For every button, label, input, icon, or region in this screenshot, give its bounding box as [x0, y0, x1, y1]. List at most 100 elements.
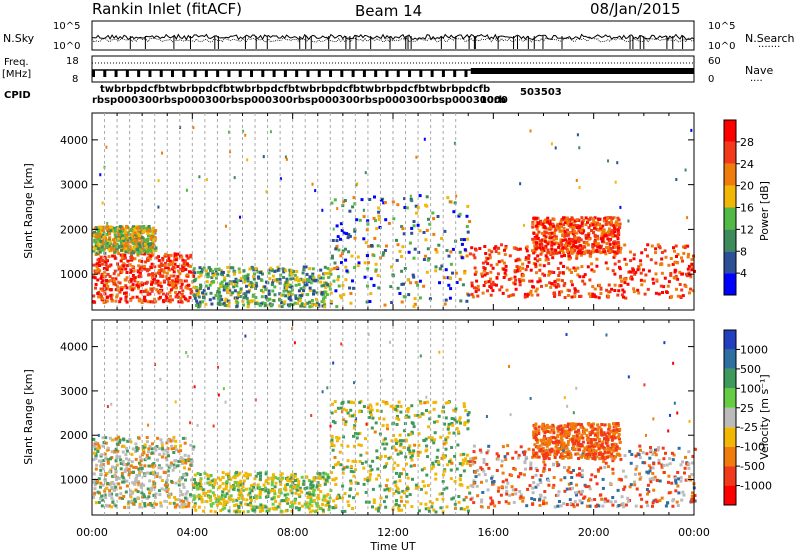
- data-cell: [528, 291, 532, 295]
- data-cell: [480, 498, 484, 502]
- data-cell: [121, 480, 125, 484]
- data-cell: [204, 292, 208, 296]
- data-cell: [560, 243, 564, 247]
- data-cell: [119, 467, 123, 471]
- data-cell: [362, 215, 366, 219]
- data-cell: [364, 171, 367, 175]
- data-cell: [553, 280, 557, 284]
- data-cell: [392, 217, 396, 221]
- data-cell: [531, 486, 535, 490]
- data-cell: [221, 471, 225, 475]
- data-cell: [631, 270, 634, 274]
- data-cell: [172, 446, 176, 450]
- data-cell: [510, 474, 513, 477]
- data-cell: [204, 269, 208, 273]
- data-cell: [582, 275, 586, 279]
- data-cell: [334, 504, 338, 508]
- data-cell: [336, 235, 340, 239]
- data-cell: [636, 288, 640, 292]
- data-cell: [210, 276, 214, 280]
- data-cell: [524, 258, 528, 262]
- data-cell: [568, 244, 572, 248]
- data-cell: [555, 461, 559, 464]
- data-cell: [466, 204, 470, 208]
- data-cell: [258, 477, 262, 481]
- data-cell: [674, 274, 678, 278]
- data-cell: [308, 286, 312, 290]
- data-cell: [246, 301, 250, 305]
- data-cell: [152, 277, 156, 281]
- data-cell: [586, 243, 590, 247]
- data-cell: [292, 269, 295, 273]
- data-cell: [321, 502, 324, 506]
- data-cell: [151, 280, 155, 284]
- data-cell: [559, 241, 563, 245]
- data-cell: [423, 439, 427, 443]
- data-cell: [272, 507, 276, 511]
- data-cell: [494, 245, 498, 249]
- freq-block: [159, 70, 163, 77]
- data-cell: [204, 491, 208, 495]
- data-cell: [634, 504, 638, 508]
- data-cell: [593, 233, 597, 237]
- data-cell: [581, 440, 585, 444]
- data-cell: [543, 490, 547, 493]
- data-cell: [667, 263, 671, 267]
- data-cell: [591, 217, 594, 221]
- data-cell: [564, 233, 568, 237]
- data-cell: [504, 264, 508, 268]
- data-cell: [349, 292, 353, 295]
- data-cell: [328, 505, 331, 509]
- data-cell: [102, 301, 106, 304]
- freq-bottom: 8: [72, 74, 78, 85]
- data-cell: [542, 502, 545, 506]
- data-cell: [489, 502, 493, 506]
- data-cell: [173, 262, 177, 266]
- data-cell: [130, 254, 133, 258]
- data-cell: [495, 283, 498, 287]
- data-cell: [660, 251, 664, 254]
- data-cell: [649, 480, 653, 484]
- data-cell: [665, 291, 669, 294]
- data-cell: [125, 484, 129, 488]
- data-cell: [234, 510, 238, 514]
- freq-block: [182, 70, 186, 77]
- data-cell: [428, 297, 432, 301]
- data-cell: [174, 444, 178, 448]
- data-cell: [473, 266, 477, 270]
- data-cell: [613, 262, 617, 266]
- data-cell: [558, 251, 562, 255]
- data-cell: [587, 497, 591, 501]
- data-cell: [472, 444, 476, 448]
- data-cell: [595, 482, 599, 486]
- data-cell: [593, 235, 597, 239]
- data-cell: [567, 466, 571, 470]
- data-cell: [280, 305, 284, 309]
- freq-block: [227, 70, 231, 77]
- data-cell: [493, 246, 497, 250]
- data-cell: [589, 438, 593, 441]
- data-cell: [147, 456, 151, 460]
- data-cell: [591, 246, 595, 250]
- data-cell: [161, 151, 164, 155]
- data-cell: [587, 249, 590, 253]
- data-cell: [115, 442, 119, 446]
- data-cell: [391, 200, 395, 204]
- data-cell: [381, 424, 385, 428]
- data-cell: [227, 301, 231, 305]
- data-cell: [330, 471, 334, 475]
- data-cell: [164, 252, 168, 256]
- data-cell: [690, 262, 694, 266]
- data-cell: [541, 246, 545, 250]
- data-cell: [189, 493, 192, 497]
- data-cell: [563, 221, 567, 225]
- data-cell: [450, 422, 454, 425]
- data-cell: [342, 435, 345, 439]
- data-cell: [412, 224, 416, 228]
- data-cell: [673, 270, 677, 274]
- data-cell: [118, 300, 122, 304]
- data-cell: [305, 283, 309, 287]
- data-cell: [287, 293, 291, 296]
- data-cell: [123, 237, 127, 241]
- data-cell: [190, 461, 194, 465]
